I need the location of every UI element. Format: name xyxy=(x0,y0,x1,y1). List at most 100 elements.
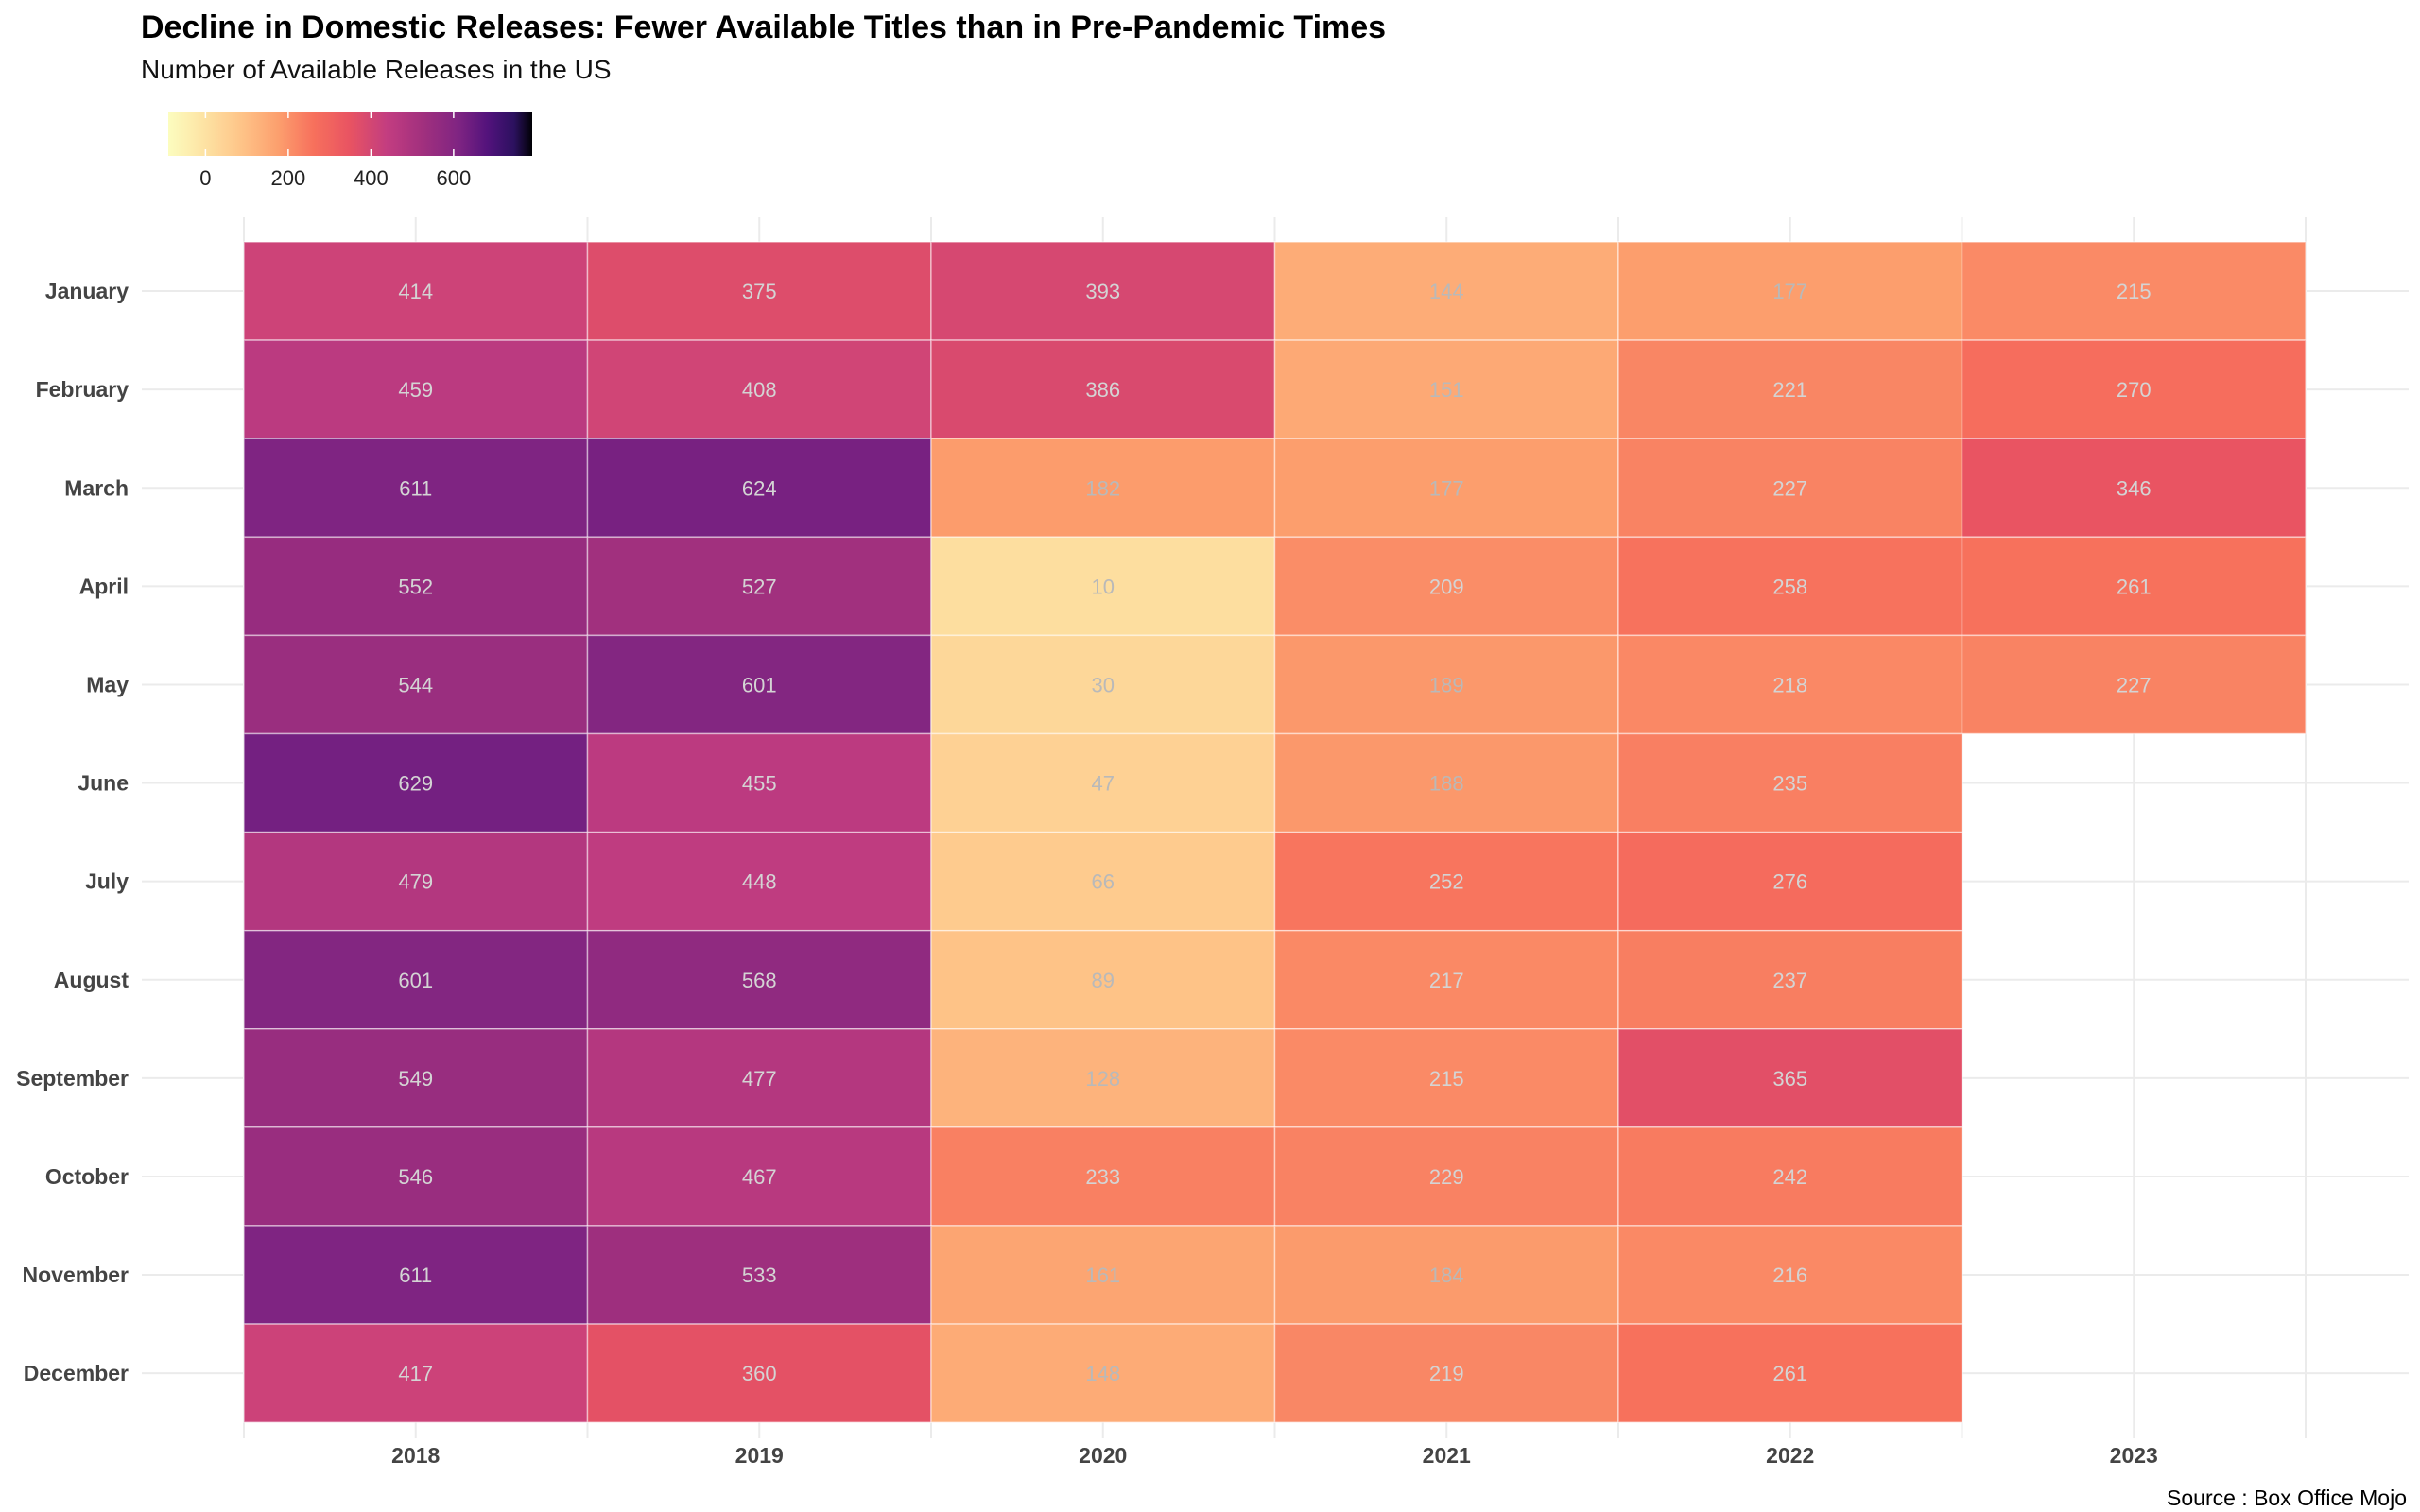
heatmap-cell xyxy=(1961,438,2307,539)
cell-value-label: 148 xyxy=(1085,1362,1120,1385)
cell-value-label: 144 xyxy=(1429,280,1464,303)
cell-value-label: 533 xyxy=(742,1263,777,1287)
heatmap-cell xyxy=(930,732,1276,833)
cell-value-label: 408 xyxy=(742,378,777,402)
heatmap-cell xyxy=(586,241,932,341)
cell-value-label: 544 xyxy=(398,673,433,696)
heatmap-cell xyxy=(243,634,589,735)
heatmap-cell xyxy=(1617,339,1963,439)
heatmap-cell xyxy=(1617,1323,1963,1423)
heatmap-cell xyxy=(930,339,1276,439)
cell-value-label: 527 xyxy=(742,575,777,598)
cell-value-label: 242 xyxy=(1772,1165,1807,1189)
cell-value-label: 182 xyxy=(1085,476,1120,500)
heatmap-cell xyxy=(243,1028,589,1128)
heatmap-cell xyxy=(1273,1323,1619,1423)
month-label: August xyxy=(54,968,130,992)
cell-value-label: 217 xyxy=(1429,969,1464,992)
cell-value-label: 393 xyxy=(1085,280,1120,303)
legend-tick-label: 600 xyxy=(437,166,472,190)
month-label: April xyxy=(79,574,129,598)
legend-color-bar xyxy=(168,112,532,156)
cell-value-label: 417 xyxy=(398,1362,433,1385)
heatmap-cell xyxy=(1617,438,1963,539)
heatmap-cell xyxy=(1961,634,2307,735)
cell-value-label: 552 xyxy=(398,575,433,598)
cell-value-label: 360 xyxy=(742,1362,777,1385)
cell-value-label: 477 xyxy=(742,1067,777,1091)
cell-value-label: 624 xyxy=(742,476,777,500)
chart-title: Decline in Domestic Releases: Fewer Avai… xyxy=(141,9,1386,45)
cell-value-label: 177 xyxy=(1429,476,1464,500)
cell-value-label: 601 xyxy=(398,969,433,992)
cell-value-label: 235 xyxy=(1772,772,1807,796)
heatmap-cell xyxy=(1961,339,2307,439)
cell-value-label: 229 xyxy=(1429,1165,1464,1189)
heatmap-cell xyxy=(930,929,1276,1030)
heatmap-cell xyxy=(1273,1028,1619,1128)
heatmap-cell xyxy=(1273,339,1619,439)
cell-value-label: 549 xyxy=(398,1067,433,1091)
heatmap-cell xyxy=(1273,831,1619,932)
cell-value-label: 216 xyxy=(1772,1263,1807,1287)
heatmap-tiles: 414 375 393 144 177 215 459 408 386 151 221 270 611 6… xyxy=(243,241,2307,1423)
cell-value-label: 227 xyxy=(2117,673,2152,696)
month-label: March xyxy=(64,475,129,500)
year-label: 2023 xyxy=(2110,1443,2158,1468)
heatmap-cell xyxy=(243,536,589,637)
heatmap-cell xyxy=(1617,1225,1963,1325)
cell-value-label: 270 xyxy=(2117,378,2152,402)
month-label: September xyxy=(16,1066,129,1091)
cell-value-label: 261 xyxy=(2117,575,2152,598)
heatmap-cell xyxy=(243,1323,589,1423)
month-label: December xyxy=(24,1361,129,1385)
heatmap-cell xyxy=(1273,241,1619,341)
heatmap-cell xyxy=(243,732,589,833)
year-label: 2020 xyxy=(1079,1443,1127,1468)
cell-value-label: 89 xyxy=(1092,969,1115,992)
heatmap-cell xyxy=(1273,1126,1619,1227)
cell-value-label: 151 xyxy=(1429,378,1464,402)
cell-value-label: 629 xyxy=(398,772,433,796)
cell-value-label: 448 xyxy=(742,870,777,894)
cell-value-label: 215 xyxy=(1429,1067,1464,1091)
year-label: 2018 xyxy=(391,1443,440,1468)
cell-value-label: 161 xyxy=(1085,1263,1120,1287)
month-label: May xyxy=(86,672,129,696)
cell-value-label: 10 xyxy=(1092,575,1115,598)
cell-value-label: 414 xyxy=(398,280,433,303)
heatmap-cell xyxy=(1617,929,1963,1030)
heatmap-cell xyxy=(1961,241,2307,341)
cell-value-label: 227 xyxy=(1772,476,1807,500)
month-label: June xyxy=(78,771,129,796)
cell-value-label: 455 xyxy=(742,772,777,796)
heatmap-cell xyxy=(1617,1126,1963,1227)
heatmap-cell xyxy=(586,1323,932,1423)
year-label: 2021 xyxy=(1423,1443,1471,1468)
year-label: 2019 xyxy=(735,1443,784,1468)
cell-value-label: 189 xyxy=(1429,673,1464,696)
heatmap-cell xyxy=(1617,831,1963,932)
heatmap-cell xyxy=(1273,634,1619,735)
heatmap-cell xyxy=(1617,1028,1963,1128)
heatmap-cell xyxy=(243,831,589,932)
heatmap-cell xyxy=(586,1126,932,1227)
legend-tick-label: 0 xyxy=(199,166,211,190)
heatmap-cell xyxy=(1273,732,1619,833)
heatmap-cell xyxy=(930,241,1276,341)
y-axis-month-labels: January February March April May June July Augu… xyxy=(16,279,129,1385)
heatmap-cell xyxy=(243,438,589,539)
x-axis-year-labels: 2018 2019 2020 2021 2022 2023 xyxy=(391,1443,2158,1468)
heatmap-cell xyxy=(586,438,932,539)
cell-value-label: 479 xyxy=(398,870,433,894)
heatmap-cell xyxy=(243,929,589,1030)
month-label: October xyxy=(45,1164,129,1189)
heatmap-cell xyxy=(243,339,589,439)
heatmap-cell xyxy=(586,339,932,439)
year-label: 2022 xyxy=(1766,1443,1814,1468)
heatmap-cell xyxy=(243,1225,589,1325)
cell-value-label: 237 xyxy=(1772,969,1807,992)
cell-value-label: 218 xyxy=(1772,673,1807,696)
cell-value-label: 611 xyxy=(399,476,432,500)
